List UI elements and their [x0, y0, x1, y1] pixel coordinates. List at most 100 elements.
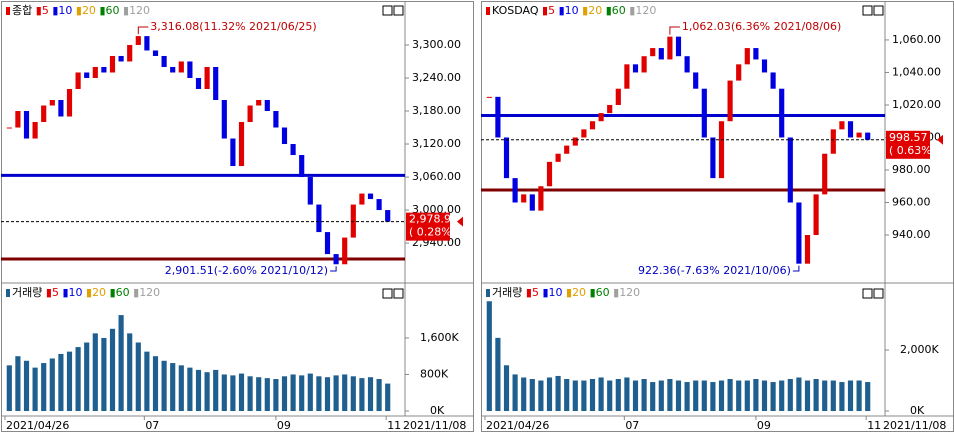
legend-period: 60 [106, 4, 120, 17]
candle [238, 122, 245, 167]
volume-bar [822, 380, 828, 411]
volume-bar [6, 365, 12, 411]
window-button[interactable] [862, 5, 873, 16]
legend-period: 20 [92, 286, 106, 299]
volume-bar [221, 374, 227, 411]
candle [195, 77, 202, 89]
candle [316, 204, 322, 233]
candle [118, 55, 124, 62]
window-button[interactable] [873, 5, 884, 16]
legend-period: 60 [612, 4, 626, 17]
candle [658, 48, 664, 60]
candle [503, 137, 510, 179]
window-button[interactable] [862, 288, 873, 299]
y-tick-label: 2,000K [900, 343, 939, 356]
volume-bar [744, 380, 750, 411]
max-note: 3,316.08(11.32% 2021/06/25) [150, 20, 316, 33]
legend-swatch: ▮ [542, 4, 548, 17]
volume-bar [135, 342, 141, 411]
legend-name: KOSDAQ [492, 4, 539, 17]
legend-swatch: ▮ [542, 286, 548, 299]
legend-swatch: ▮ [62, 286, 68, 299]
legend-swatch: ▮ [606, 4, 612, 17]
candle [770, 72, 776, 89]
legend-period: 60 [116, 286, 130, 299]
legend-name: 거래량 [12, 286, 42, 299]
window-button[interactable] [382, 288, 393, 299]
volume-bar [187, 367, 193, 411]
candle [546, 161, 553, 187]
legend: 종합 ▮5 ▮10 ▮20 ▮60 ▮120 [12, 4, 150, 17]
volume-bar [607, 380, 613, 411]
candle [161, 55, 167, 67]
max-pointer [669, 26, 680, 35]
candle [684, 56, 690, 73]
y-tick-label: 3,060.00 [412, 170, 461, 183]
volume-bar [316, 376, 322, 411]
candle [624, 64, 630, 89]
volume-bar [512, 374, 518, 411]
current-price-box [406, 212, 450, 241]
candle [58, 99, 64, 117]
y-tick-label: 1,600K [420, 331, 459, 344]
volume-bar [342, 374, 348, 411]
volume-bar [247, 376, 253, 411]
window-button[interactable] [873, 288, 884, 299]
legend-swatch: ▮ [582, 4, 588, 17]
candle [385, 210, 391, 222]
volume-bar [161, 360, 167, 411]
candle [512, 178, 518, 203]
candle [847, 121, 854, 138]
candle [744, 48, 750, 65]
candle [342, 237, 348, 265]
x-tick-label: 11 [387, 419, 401, 432]
candle [350, 204, 356, 238]
candle [299, 155, 305, 178]
volume-bar [58, 353, 64, 411]
legend-swatch: ▮ [46, 286, 52, 299]
y-tick-label: 800K [420, 367, 449, 380]
legend-period: 20 [588, 4, 602, 17]
candle [152, 50, 159, 56]
candle [41, 105, 47, 123]
volume-bar [830, 380, 836, 411]
volume-bar [32, 367, 38, 411]
legend-swatch: ▮ [52, 4, 58, 17]
y-tick-label: 3,180.00 [412, 104, 461, 117]
volume-bar [299, 375, 305, 411]
volume-bar [178, 365, 184, 411]
volume-bar [359, 378, 365, 411]
volume-bar [281, 376, 288, 411]
y-tick-label: 940.00 [892, 228, 931, 241]
window-button[interactable] [393, 5, 404, 16]
volume-bar [118, 315, 124, 411]
x-tick-label: 07 [145, 419, 159, 432]
legend-swatch: ▮ [76, 4, 82, 17]
y-tick-label: 1,020.00 [892, 98, 941, 111]
legend-swatch: ▮ [559, 4, 565, 17]
volume-bar [736, 380, 742, 411]
window-button[interactable] [382, 5, 393, 16]
legend-swatch: ▮ [36, 4, 42, 17]
volume-bar [779, 380, 785, 411]
y-tick-label: 960.00 [892, 196, 931, 209]
volume-bar [667, 378, 673, 411]
candle [675, 36, 682, 57]
candle [718, 121, 725, 179]
window-button[interactable] [393, 288, 404, 299]
volume-bar [49, 358, 55, 411]
candle [598, 113, 604, 122]
volume-bar [856, 380, 862, 411]
y-tick-label: 1,040.00 [892, 65, 941, 78]
volume-bar [350, 376, 356, 411]
volume-bar [204, 372, 210, 411]
candle [273, 111, 279, 128]
volume-bar [238, 373, 245, 411]
volume-bar [376, 379, 382, 411]
volume-bar [555, 375, 561, 411]
legend-period: 120 [129, 4, 150, 17]
candle [701, 88, 707, 138]
volume-bar [804, 380, 811, 411]
legend-swatch: ▮ [133, 286, 139, 299]
